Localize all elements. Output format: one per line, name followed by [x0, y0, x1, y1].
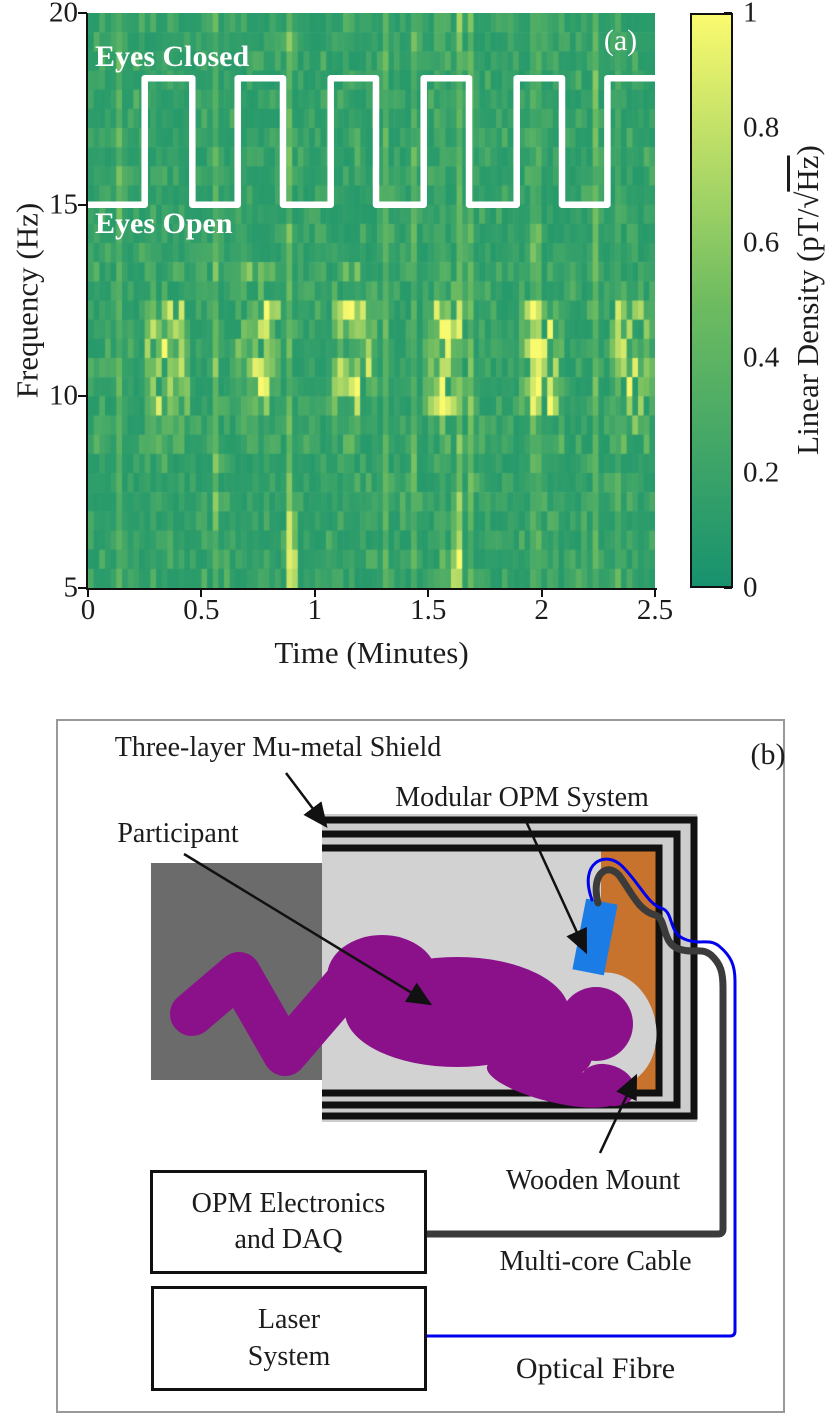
colorbar-label-prefix: Linear Density (pT/: [790, 208, 825, 455]
x-tick-mark: [313, 588, 316, 597]
colorbar-tick-label: 0.8: [743, 111, 780, 144]
x-axis-label: Time (Minutes): [274, 635, 469, 670]
x-tick-label: 2: [534, 594, 549, 626]
colorbar-tick-label: 0.4: [743, 341, 780, 374]
participant-figure: [170, 935, 636, 1108]
colorbar-label-suffix: ): [790, 145, 825, 156]
opm-electronics-line1: OPM Electronics: [191, 1187, 386, 1219]
shield-arrow: [285, 772, 328, 828]
y-axis-label: Frequency (Hz): [9, 202, 45, 399]
stimulus-square-wave: [88, 74, 655, 208]
shield-label: Three-layer Mu-metal Shield: [114, 732, 442, 763]
multi-core-cable-path: [423, 866, 727, 1238]
colorbar-label-radicand: Hz: [790, 155, 825, 192]
participant-chest: [327, 935, 437, 1019]
multi-core-cable-label: Multi-core Cable: [499, 1246, 692, 1277]
colorbar: [690, 13, 733, 588]
optical-fibre-path: [425, 857, 737, 1338]
y-tick-mark: [78, 12, 87, 14]
laser-system-line1: Laser: [257, 1304, 321, 1336]
laser-system-line2: System: [247, 1340, 331, 1372]
colorbar-tick-label: 0: [743, 571, 758, 604]
setup-diagram-panel: Three-layer Mu-metal Shield Modular OPM …: [56, 719, 785, 1413]
panel-b-tag: (b): [750, 738, 786, 771]
x-tick-mark: [87, 588, 89, 597]
participant-head: [559, 987, 633, 1061]
x-axis-line: [86, 588, 657, 590]
y-tick-label: 10: [49, 379, 78, 412]
eyes-open-annotation: Eyes Open: [95, 207, 233, 240]
optical-fibre-label: Optical Fibre: [515, 1352, 676, 1385]
wooden-mount-label: Wooden Mount: [505, 1165, 681, 1196]
eyes-closed-annotation: Eyes Closed: [95, 40, 250, 73]
colorbar-tick-label: 0.6: [743, 226, 780, 259]
x-tick-label: 0: [80, 594, 96, 626]
stimulus-wave-overlay: [88, 74, 655, 208]
y-tick-label: 15: [49, 188, 78, 221]
x-tick-mark: [427, 588, 430, 597]
opm-electronics-box: OPM Electronics and DAQ: [150, 1170, 427, 1274]
x-tick-label: 0.5: [183, 594, 220, 626]
radical-sign: √: [790, 191, 825, 209]
participant-arrow: [183, 852, 433, 1006]
wooden-mount-arrow: [598, 1073, 638, 1154]
shield-layer-middle: [322, 830, 681, 1109]
participant-label: Participant: [117, 818, 239, 849]
spectrogram-plot-area: Eyes Closed Eyes Open (a): [88, 13, 655, 588]
opm-arrow: [523, 818, 588, 955]
x-tick-label: 1.5: [410, 594, 447, 626]
y-tick-label: 20: [49, 0, 78, 29]
panel-a-tag: (a): [603, 24, 638, 57]
y-axis-line: [86, 13, 88, 590]
y-tick-label: 5: [63, 571, 79, 604]
colorbar-tick-mark: [724, 587, 732, 589]
participant-legs: [170, 952, 369, 1076]
opm-electronics-line2: and DAQ: [234, 1224, 343, 1255]
shield-layer-outer: [322, 816, 698, 1120]
opm-sensor: [572, 898, 618, 976]
colorbar-tick-label: 0.2: [743, 456, 780, 489]
x-tick-mark: [540, 588, 543, 597]
x-tick-label: 1: [307, 594, 323, 626]
y-tick-mark: [78, 395, 87, 398]
x-tick-mark: [654, 588, 656, 597]
colorbar-label: Linear Density (pT/√Hz): [790, 0, 825, 600]
laser-system-box: Laser System: [151, 1286, 427, 1391]
x-tick-mark: [200, 588, 203, 597]
x-tick-label: 2.5: [636, 594, 674, 626]
opm-system-label: Modular OPM System: [395, 782, 649, 813]
shield-layer-inner: [322, 844, 663, 1097]
setup-diagram: [151, 772, 737, 1338]
y-tick-mark: [78, 587, 87, 589]
colorbar-tick-label: 1: [743, 0, 758, 29]
participant-forearm: [486, 1058, 620, 1108]
y-tick-mark: [78, 203, 87, 206]
